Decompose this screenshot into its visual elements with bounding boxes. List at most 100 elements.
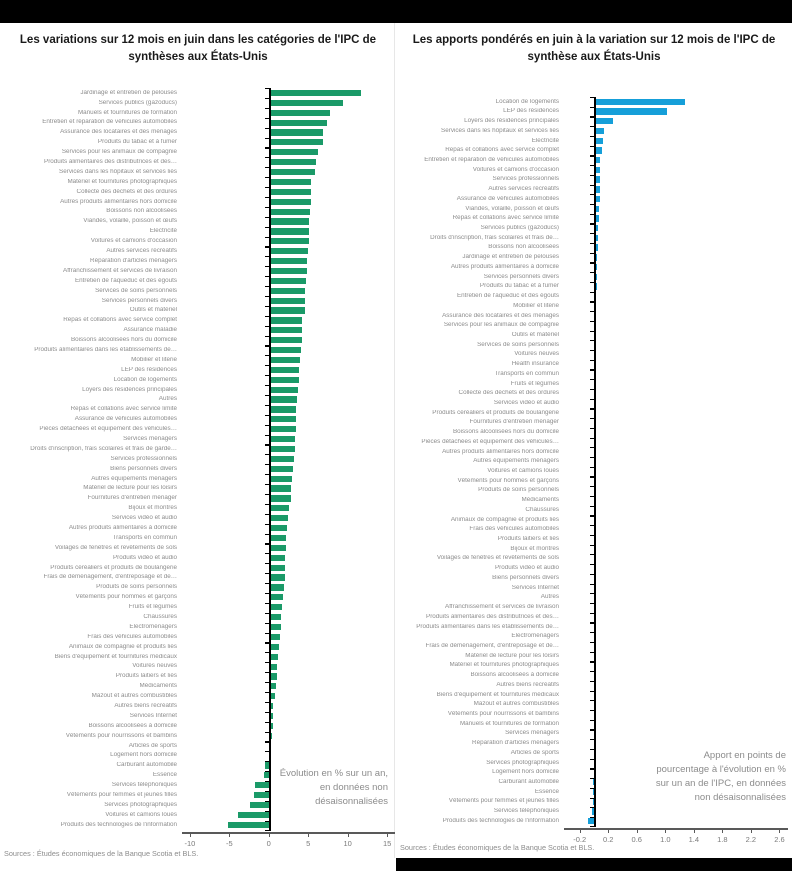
bar-track [182, 276, 395, 286]
chart-row: Biens d'équipement et fournitures médica… [2, 652, 395, 662]
bar-chart-variations: Jardinage et entretien de pelouses Servic… [2, 88, 395, 855]
row-tick [590, 437, 594, 439]
x-axis-tick [268, 833, 270, 837]
bar-track [182, 444, 395, 454]
row-tick [265, 829, 269, 831]
bar-track [564, 797, 788, 807]
bar-track [564, 194, 788, 204]
chart-row: Réparation d'articles ménagers [398, 738, 788, 748]
chart-row: Produits du tabac et à fumer [2, 137, 395, 147]
chart-row: Voitures et camions loués [2, 810, 395, 820]
row-tick [265, 454, 269, 456]
category-label: Services professionnels [110, 455, 178, 462]
page-title: Les apports pondérés en juin à la variat… [412, 34, 776, 64]
row-tick [590, 126, 594, 128]
row-tick [265, 810, 269, 812]
category-label: Services pour les animaux de compagnie [61, 149, 177, 156]
category-label: Articles de sports [510, 749, 559, 756]
chart-row: Autres [2, 395, 395, 405]
bar-track [564, 544, 788, 554]
bar [268, 109, 330, 116]
category-label: Autres produits alimentaires à domicile [68, 524, 177, 531]
row-tick [265, 583, 269, 585]
category-label: Électroménagers [129, 623, 177, 630]
row-tick [590, 379, 594, 381]
bar-track [182, 731, 395, 741]
bar-track [182, 592, 395, 602]
chart-panel-apports: Les apports pondérés en juin à la variat… [396, 23, 792, 871]
row-tick [265, 652, 269, 654]
category-label: Vêtements pour nourrissons et bambins [447, 710, 559, 717]
x-tick-label: -10 [184, 838, 196, 848]
bar-track [182, 355, 395, 365]
chart-row: Services de soins personnels [2, 286, 395, 296]
bar-track [182, 187, 395, 197]
category-label: Vêtements pour hommes et garçons [75, 594, 177, 601]
bar-track [182, 642, 395, 652]
bar [268, 673, 277, 680]
category-label: Voitures neuves [514, 351, 559, 358]
category-label: Frais des véhicules automobiles [469, 526, 559, 533]
bar [268, 178, 312, 186]
bar-track [564, 583, 788, 593]
bar-track [182, 157, 395, 167]
bar-track [564, 408, 788, 418]
chart-row: Bijoux et montres [2, 503, 395, 513]
bar-track [182, 681, 395, 691]
x-axis-tick [665, 829, 667, 833]
bar-track [564, 282, 788, 292]
chart-row: Entretien de l'aqueduc et des égouts [2, 276, 395, 286]
category-label: Essence [534, 788, 559, 795]
row-tick [265, 444, 269, 446]
chart-row: LEP des résidences [398, 107, 788, 117]
bar [249, 801, 269, 809]
bar [268, 465, 294, 472]
chart-row: Produits céréaliers et produits de boula… [2, 563, 395, 573]
row-tick [265, 602, 269, 604]
x-axis-tick [387, 833, 389, 837]
category-label: Voilages de fenêtres et revêtements de s… [436, 555, 559, 562]
bar-track [182, 226, 395, 236]
chart-row: Collecte des déchets et des ordures [2, 187, 395, 197]
x-axis-tick [779, 829, 781, 833]
category-label: Location de logements [113, 376, 177, 383]
bar [253, 792, 269, 799]
bar [268, 396, 298, 403]
panel-divider [394, 23, 395, 858]
bar-track [564, 641, 788, 651]
chart-row: Vêtements pour hommes et garçons [2, 592, 395, 602]
category-label: Voitures et camions loués [105, 811, 177, 818]
x-axis-tick [722, 829, 724, 833]
bar-track [182, 197, 395, 207]
x-tick-label: 0 [266, 838, 271, 848]
category-label: Matériel de lecture pour les loisirs [465, 652, 559, 659]
chart-row: Assurance de véhicules automobiles [398, 194, 788, 204]
row-tick [590, 534, 594, 537]
bar-track [182, 147, 395, 157]
x-axis-tick [189, 833, 191, 837]
bar-track [564, 719, 788, 729]
bar-track [182, 464, 395, 474]
bar-track [182, 296, 395, 306]
bar [268, 99, 343, 106]
bar-track [564, 622, 788, 632]
category-label: Chaussures [143, 614, 177, 620]
row-tick [590, 135, 594, 138]
bar-track [182, 563, 395, 573]
chart-row: Produits alimentaires dans les établisse… [398, 622, 788, 632]
bar-track [564, 253, 788, 263]
chart-row: Loyers des résidences principales [398, 116, 788, 126]
bar-track [564, 564, 788, 574]
category-label: Repas et collations avec service complet [445, 147, 559, 154]
row-tick [265, 543, 269, 545]
bar-track [182, 395, 395, 405]
category-label: Animaux de compagnie et produits liés [68, 643, 177, 650]
bar-track [182, 751, 395, 761]
bar-track [182, 306, 395, 316]
chart-row: Autres produits alimentaires hors domici… [2, 197, 395, 207]
bar-track [182, 246, 395, 256]
row-tick [590, 155, 594, 157]
row-tick [590, 554, 594, 556]
chart-row: Matériel et fournitures photographiques [398, 661, 788, 671]
x-axis-tick [308, 833, 310, 837]
